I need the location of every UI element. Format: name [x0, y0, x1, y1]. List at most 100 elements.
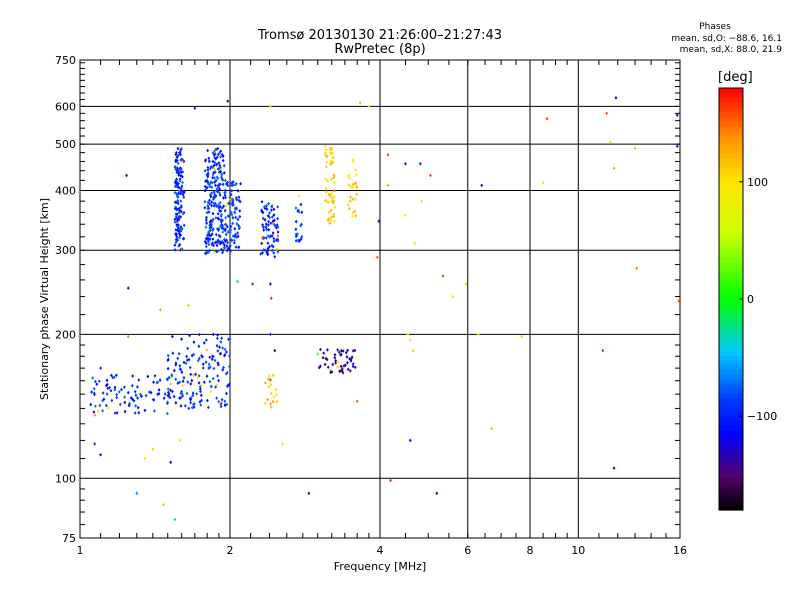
- data-point: [212, 170, 216, 175]
- data-point: [347, 183, 351, 187]
- colorbar-band: [719, 266, 743, 272]
- data-point: [177, 192, 180, 196]
- data-point: [333, 180, 337, 185]
- data-point: [210, 191, 213, 195]
- data-point: [99, 366, 103, 370]
- data-point: [230, 197, 234, 202]
- data-point: [181, 170, 185, 174]
- data-point: [236, 188, 240, 193]
- data-point: [231, 203, 235, 208]
- data-point: [223, 399, 227, 404]
- data-point: [231, 234, 235, 238]
- data-point: [156, 380, 160, 385]
- data-point: [294, 227, 298, 232]
- data-point: [144, 393, 148, 398]
- data-point: [233, 241, 236, 245]
- data-point: [232, 238, 236, 243]
- colorbar-band: [719, 289, 743, 295]
- data-point: [213, 180, 217, 185]
- data-point: [326, 365, 330, 370]
- data-point: [297, 193, 301, 198]
- data-point: [408, 438, 412, 443]
- data-point: [206, 204, 210, 208]
- data-point: [111, 375, 115, 380]
- data-point: [178, 177, 182, 181]
- data-point: [270, 215, 274, 219]
- colorbar-band: [719, 378, 743, 384]
- data-point: [389, 478, 392, 483]
- data-point: [204, 179, 207, 184]
- data-point: [176, 195, 180, 199]
- data-point: [217, 228, 220, 232]
- data-point: [171, 389, 174, 394]
- data-point: [204, 360, 208, 364]
- data-point: [235, 221, 239, 226]
- data-point: [222, 164, 226, 168]
- data-point: [196, 358, 200, 363]
- data-point: [198, 400, 202, 404]
- data-point: [213, 176, 216, 180]
- colorbar-band: [719, 158, 743, 164]
- colorbar-band: [719, 130, 743, 136]
- data-point: [265, 203, 268, 208]
- colorbar-band: [719, 481, 743, 488]
- data-point: [343, 363, 347, 368]
- colorbar-tick-label: −100: [747, 410, 777, 423]
- data-point: [212, 250, 216, 254]
- data-point: [122, 385, 126, 389]
- data-point: [207, 230, 210, 234]
- data-point: [143, 408, 147, 413]
- data-point: [149, 390, 153, 395]
- data-point: [217, 399, 221, 404]
- data-point: [156, 392, 160, 397]
- data-point: [339, 353, 342, 357]
- y-tick-label: 400: [55, 184, 76, 197]
- y-tick-label: 750: [55, 54, 76, 67]
- data-point: [328, 147, 332, 152]
- data-point: [211, 159, 215, 164]
- data-point: [221, 245, 225, 249]
- data-point: [216, 333, 219, 337]
- data-point: [211, 228, 215, 233]
- data-point: [324, 144, 327, 149]
- colorbar-band: [719, 350, 743, 356]
- data-point: [91, 376, 95, 380]
- data-point: [222, 226, 225, 231]
- data-point: [188, 333, 191, 338]
- data-point: [178, 235, 181, 240]
- colorbar-band: [719, 303, 743, 309]
- data-point: [106, 386, 110, 391]
- data-point: [203, 199, 207, 204]
- data-point: [181, 384, 185, 388]
- data-point: [216, 361, 220, 365]
- data-point: [228, 364, 231, 369]
- data-point: [179, 396, 183, 400]
- colorbar-band: [719, 467, 743, 474]
- data-point: [221, 218, 224, 223]
- data-point: [262, 248, 265, 252]
- data-point: [175, 181, 179, 186]
- colorbar-band: [719, 434, 743, 441]
- colorbar-band: [719, 219, 743, 225]
- data-point: [182, 190, 186, 195]
- data-point: [227, 201, 230, 206]
- data-point: [329, 177, 333, 182]
- data-point: [181, 211, 185, 216]
- data-point: [209, 384, 213, 389]
- data-point: [158, 378, 162, 382]
- data-point: [294, 239, 298, 243]
- data-point: [215, 188, 219, 193]
- data-point: [677, 299, 681, 303]
- data-point: [180, 167, 183, 171]
- data-point: [223, 239, 227, 243]
- data-point: [271, 231, 275, 235]
- data-point: [229, 224, 233, 229]
- data-point: [326, 348, 329, 352]
- data-point: [223, 403, 227, 408]
- data-point: [179, 187, 183, 191]
- data-point: [226, 247, 230, 251]
- data-point: [157, 391, 161, 396]
- data-point: [182, 195, 186, 199]
- data-point: [203, 168, 207, 173]
- data-point: [217, 170, 221, 175]
